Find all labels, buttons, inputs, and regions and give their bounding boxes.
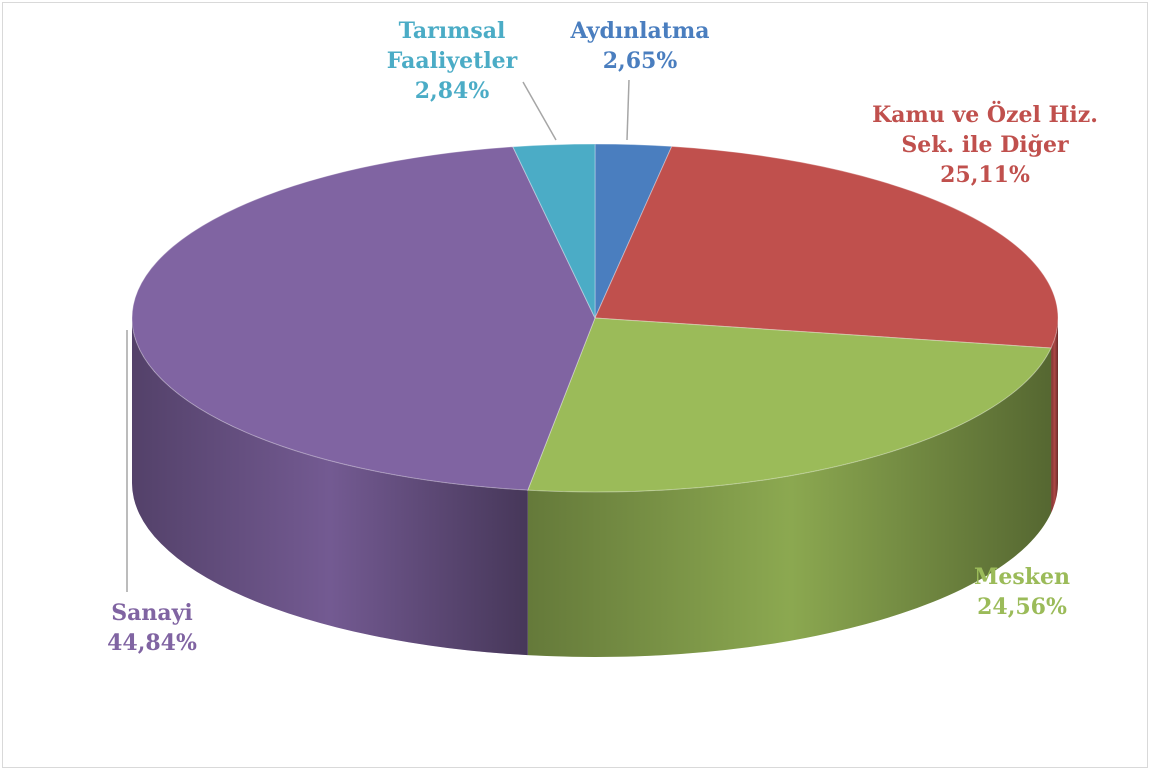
slice-label: Mesken 24,56% [974,564,1070,620]
slice-name: Mesken [974,564,1070,590]
leader-lines [126,79,630,592]
pie-slice [512,143,596,319]
slice-side [1051,318,1058,514]
pie-slice [594,143,673,319]
slice-label: Aydınlatma 2,65% [569,18,709,74]
slice-name: Tarımsal [399,18,506,44]
slice-value: 24,56% [977,594,1067,620]
slice-name: Sek. ile Diğer [901,132,1069,158]
pie-sides [132,318,1058,657]
pie-slice [527,317,1052,493]
slice-label: Kamu ve Özel Hiz. Sek. ile Diğer 25,11% [872,100,1098,188]
slice-name: Faaliyetler [387,48,518,74]
slice-labels: Aydınlatma 2,65% Kamu ve Özel Hiz. Sek. ile… [107,18,1098,656]
pie-tops [131,143,1059,493]
slice-value: 2,65% [603,48,678,74]
pie-slice [594,145,1059,349]
pie-slice [131,146,596,491]
slice-name: Sanayi [111,600,193,626]
slice-side [132,318,528,656]
slice-label: Sanayi 44,84% [107,600,197,656]
slice-value: 44,84% [107,630,197,656]
slice-name: Kamu ve Özel Hiz. [872,100,1098,128]
slice-label: Tarımsal Faaliyetler 2,84% [387,18,518,104]
slice-side [527,348,1052,657]
leader-line [522,81,557,141]
leader-line [626,79,630,141]
slice-name: Aydınlatma [569,18,709,44]
slice-value: 2,84% [415,78,490,104]
slice-value: 25,11% [940,162,1030,188]
